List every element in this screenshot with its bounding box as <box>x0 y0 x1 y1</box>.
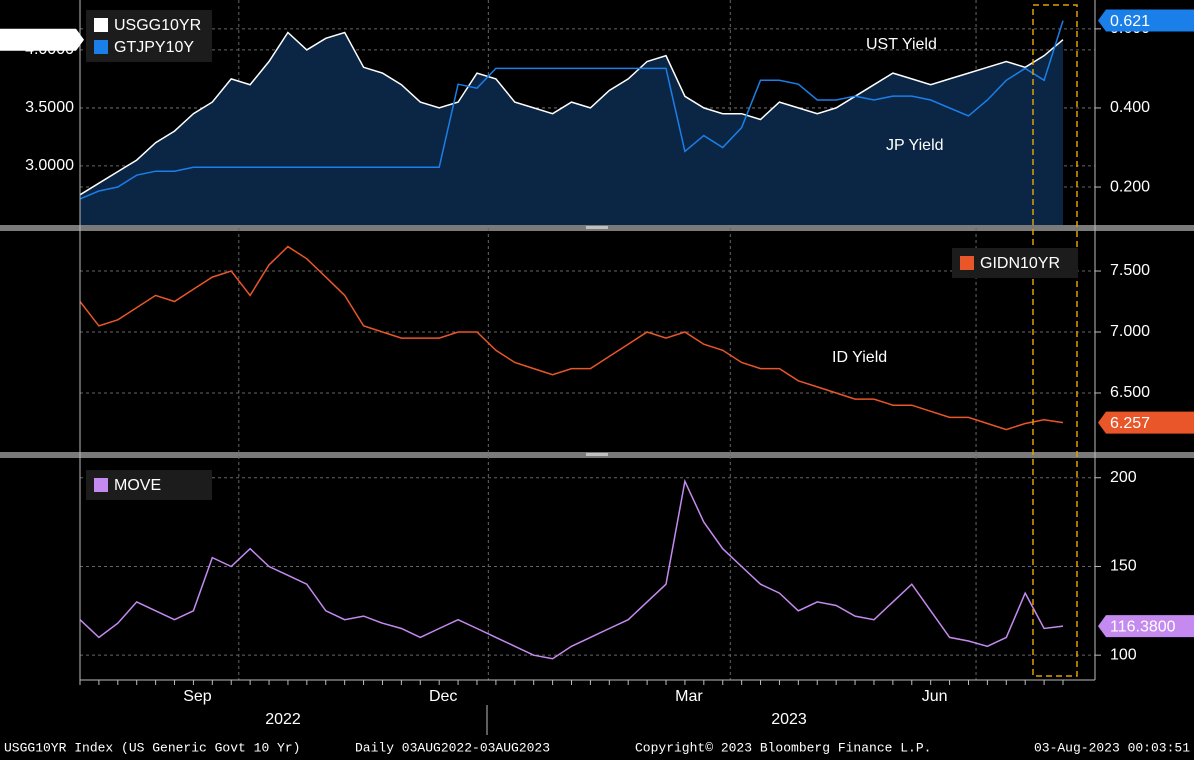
series-line <box>79 245 1064 431</box>
footer-range: Daily 03AUG2022-03AUG2023 <box>355 740 550 755</box>
y2-tick-label: 100 <box>1110 646 1137 663</box>
legend-swatch <box>94 18 108 32</box>
last-value-label: 116.3800 <box>1110 618 1176 635</box>
y-tick-label: 3.0000 <box>25 157 74 174</box>
last-value-tag <box>1098 615 1194 638</box>
last-value-label: 0.621 <box>1110 13 1150 30</box>
legend-label: USGG10YR <box>114 17 201 34</box>
legend-label: GIDN10YR <box>980 255 1060 272</box>
highlight-box <box>1032 4 1078 677</box>
y2-tick-label: 0.400 <box>1110 99 1150 116</box>
divider-handle <box>586 453 608 456</box>
divider-handle <box>586 226 608 229</box>
footer-index: USGG10YR Index (US Generic Govt 10 Yr) <box>4 740 300 755</box>
footer-timestamp: 03-Aug-2023 00:03:51 <box>1034 740 1190 755</box>
last-value-label: 4.0876 <box>4 32 53 49</box>
annotation: UST Yield <box>866 36 937 53</box>
x-tick-label: Jun <box>922 688 948 705</box>
y2-tick-label: 7.000 <box>1110 323 1150 340</box>
y2-tick-label: 200 <box>1110 469 1137 486</box>
legend-label: MOVE <box>114 477 161 494</box>
y2-tick-label: 6.500 <box>1110 384 1150 401</box>
last-value-tag <box>0 28 84 51</box>
y2-tick-label: 0.200 <box>1110 178 1150 195</box>
last-value-label: 6.257 <box>1110 415 1150 432</box>
footer-copyright: Copyright© 2023 Bloomberg Finance L.P. <box>635 740 931 755</box>
y-tick-label: 3.5000 <box>25 99 74 116</box>
annotation: JP Yield <box>886 137 944 154</box>
x-tick-label: Sep <box>183 688 212 705</box>
series-line <box>79 31 1064 196</box>
last-value-tag <box>1098 9 1194 32</box>
last-value-tag <box>1098 411 1194 434</box>
overlay: 3.00003.50004.00000.2000.4000.6004.08760… <box>0 9 1194 728</box>
series-line <box>79 478 1064 660</box>
series-line <box>79 20 1064 200</box>
legend-swatch <box>960 256 974 270</box>
x-tick-label: Dec <box>429 688 457 705</box>
annotation: ID Yield <box>832 349 887 366</box>
x-tick-label: Mar <box>675 688 703 705</box>
legend-label: GTJPY10Y <box>114 39 194 56</box>
year-label: 2023 <box>771 711 807 728</box>
legend-swatch <box>94 478 108 492</box>
plot <box>79 20 1064 660</box>
legend-swatch <box>94 40 108 54</box>
y2-tick-label: 7.500 <box>1110 262 1150 279</box>
y2-tick-label: 150 <box>1110 558 1137 575</box>
area <box>80 32 1063 225</box>
year-label: 2022 <box>265 711 301 728</box>
